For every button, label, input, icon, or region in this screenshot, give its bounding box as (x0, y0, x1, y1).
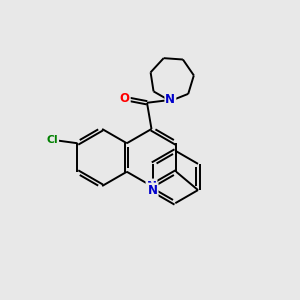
Text: Cl: Cl (46, 135, 58, 145)
Text: N: N (146, 179, 157, 193)
Text: N: N (148, 184, 158, 196)
Text: N: N (165, 93, 176, 106)
Text: O: O (120, 92, 130, 105)
